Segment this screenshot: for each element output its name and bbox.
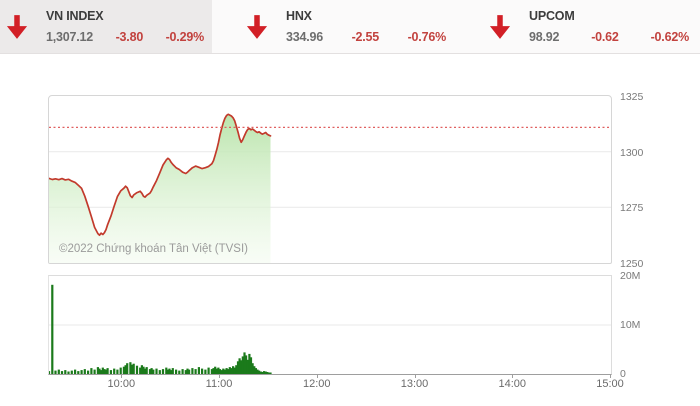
time-axis-tick	[512, 374, 514, 378]
volume-bar-chart	[49, 284, 611, 374]
volume-axis-label: 10M	[620, 319, 641, 331]
index-value: 98.92	[529, 30, 560, 44]
index-ticker-bar: VN INDEX 1,307.12 -3.80 -0.29% HNX 334.9…	[0, 0, 700, 54]
down-arrow-icon	[489, 14, 511, 39]
time-axis-label: 13:00	[400, 378, 429, 390]
time-axis-tick	[219, 374, 221, 378]
time-axis-label: 10:00	[107, 378, 136, 390]
index-change: -3.80	[115, 30, 144, 44]
price-axis-label: 1300	[620, 146, 644, 159]
down-arrow-icon	[246, 14, 268, 39]
time-axis-tick	[316, 374, 318, 378]
time-axis-tick	[610, 374, 611, 378]
price-area-chart	[49, 113, 611, 263]
time-axis-label: 11:00	[205, 378, 233, 390]
time-axis-label: 12:00	[303, 378, 331, 390]
down-arrow-icon	[6, 14, 28, 39]
index-name: VN INDEX	[46, 9, 104, 23]
price-chart-pane[interactable]: ©2022 Chứng khoán Tân Việt (TVSI)	[48, 95, 612, 264]
index-name: UPCOM	[529, 9, 575, 23]
time-axis-label: 14:00	[498, 378, 527, 390]
index-value: 334.96	[286, 30, 324, 44]
volume-chart-pane[interactable]	[48, 275, 612, 375]
time-axis-label: 15:00	[596, 378, 624, 390]
index-name: HNX	[286, 9, 312, 23]
volume-axis-label: 20M	[620, 270, 641, 282]
index-change-percent: -0.76%	[407, 30, 447, 44]
price-axis-label: 1325	[620, 91, 644, 103]
index-change-percent: -0.29%	[165, 30, 205, 44]
ticker-tile-upcom[interactable]: UPCOM 98.92 -0.62 -0.62%	[445, 0, 700, 53]
volume-axis-label: 0	[620, 368, 626, 380]
time-axis-tick	[414, 374, 416, 378]
ticker-tile-vnindex[interactable]: VN INDEX 1,307.12 -3.80 -0.29%	[0, 0, 212, 53]
price-axis-label: 1250	[620, 258, 644, 270]
ticker-tile-hnx[interactable]: HNX 334.96 -2.55 -0.76%	[212, 0, 447, 53]
watermark: ©2022 Chứng khoán Tân Việt (TVSI)	[59, 243, 248, 255]
time-axis-tick	[121, 374, 123, 378]
index-change: -2.55	[351, 30, 380, 44]
index-change-percent: -0.62%	[650, 30, 690, 44]
index-value: 1,307.12	[46, 30, 94, 44]
price-axis-label: 1275	[620, 202, 644, 215]
index-change: -0.62	[591, 30, 619, 44]
